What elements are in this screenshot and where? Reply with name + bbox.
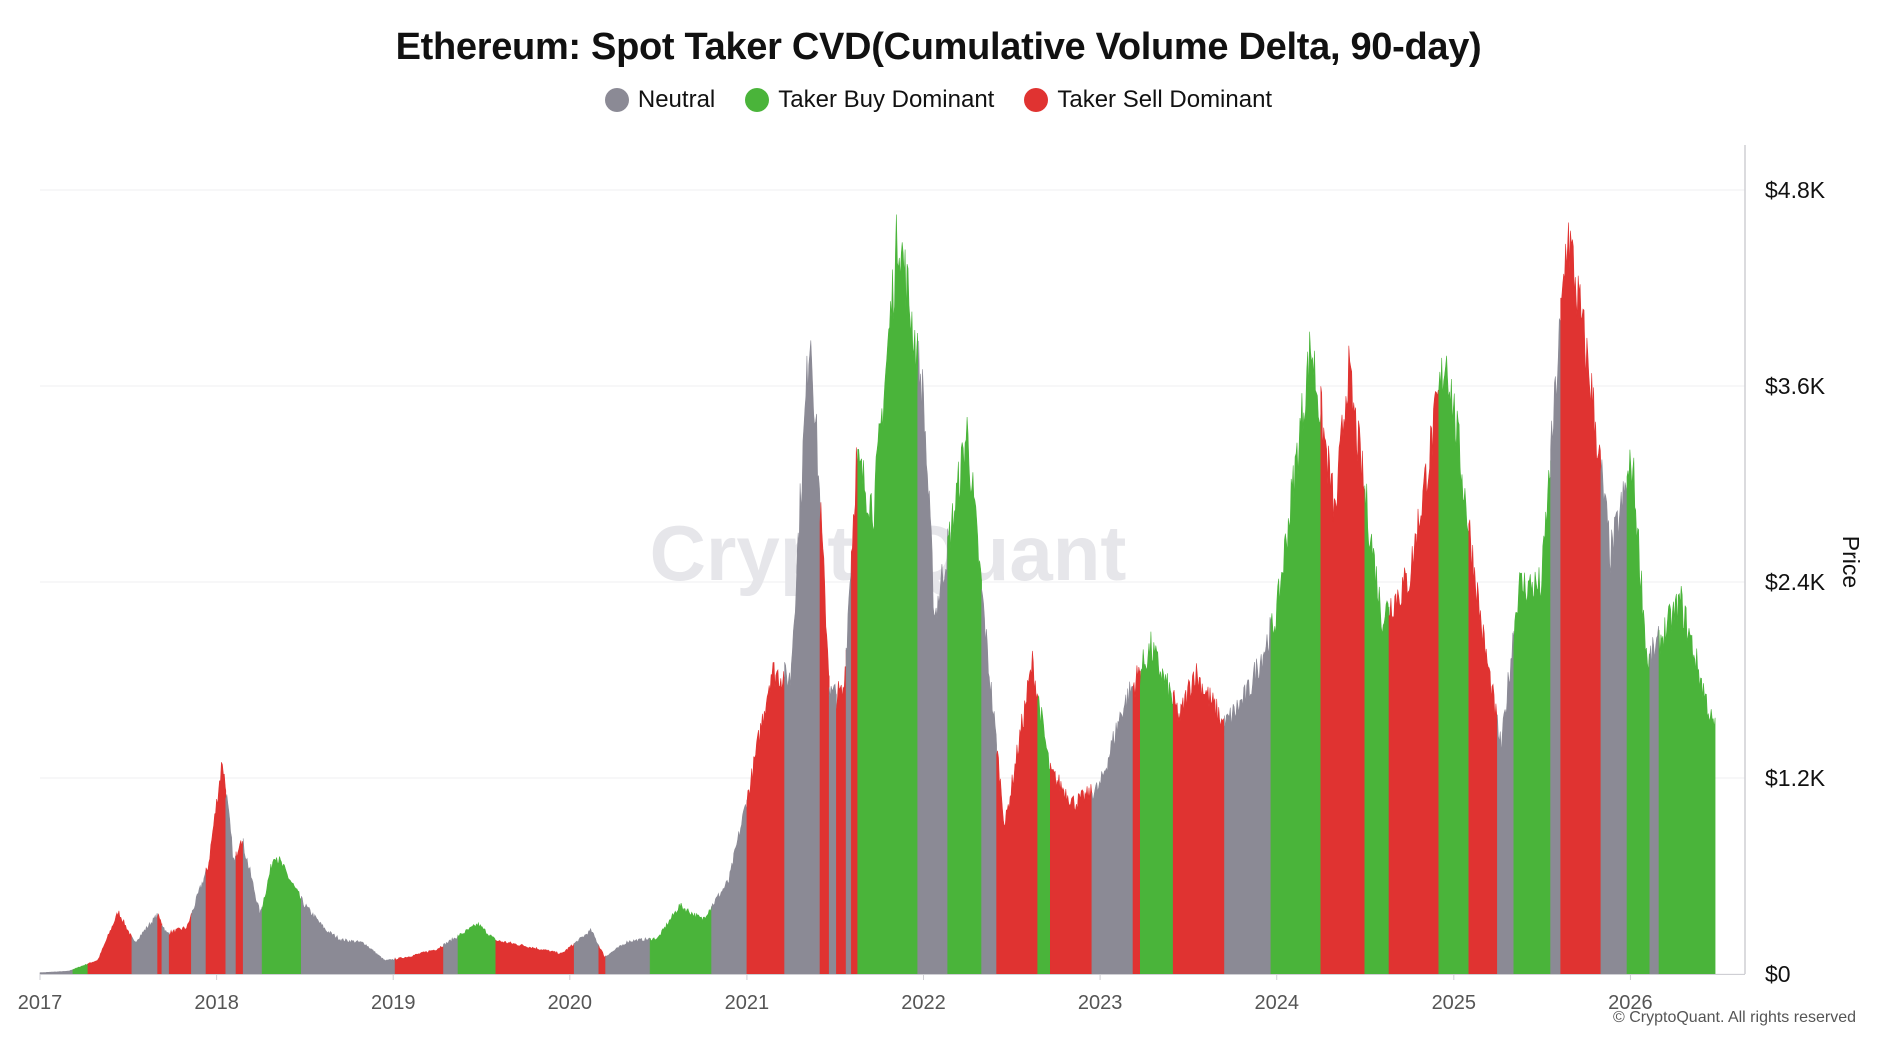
legend-dot-neutral [604, 88, 629, 112]
regime-segment-sell-8 [205, 762, 227, 975]
x-tick-label: 2025 [1432, 992, 1477, 1014]
regime-segment-sell-6 [168, 913, 192, 975]
y-tick-label: $2.4K [1765, 569, 1826, 595]
y-tick-label: $4.8K [1765, 177, 1826, 203]
regime-segment-neutral-13 [301, 896, 396, 975]
area-layer [39, 214, 1716, 975]
regime-segment-sell-51 [1560, 222, 1602, 975]
regime-segment-buy-30 [857, 214, 918, 975]
x-tick-label: 2026 [1608, 992, 1653, 1014]
regime-segment-sell-17 [495, 939, 575, 975]
regime-segment-neutral-11 [242, 838, 263, 975]
regime-segment-neutral-5 [161, 925, 170, 975]
axis-layer: $0 $1.2K $2.4K $3.6K $4.8K Price 2017 2018 2019 2… [18, 145, 1864, 1014]
legend-item-neutral[interactable]: Neutral [604, 86, 716, 114]
regime-segment-sell-40 [1172, 663, 1225, 975]
chart-title: Ethereum: Spot Taker CVD(Cumulative Volu… [395, 26, 1482, 68]
regime-segment-buy-16 [457, 921, 497, 975]
regime-segment-sell-47 [1468, 519, 1498, 975]
regime-segment-buy-44 [1364, 483, 1390, 975]
regime-segment-sell-43 [1320, 345, 1366, 975]
regime-segment-buy-32 [947, 416, 982, 975]
legend-label-sell: Taker Sell Dominant [1057, 86, 1273, 113]
x-tick-label: 2021 [725, 992, 770, 1014]
regime-segment-neutral-50 [1550, 317, 1561, 975]
regime-segment-buy-49 [1513, 460, 1551, 975]
regime-segment-neutral-20 [605, 937, 651, 975]
regime-segment-neutral-22 [711, 799, 748, 975]
regime-segment-neutral-37 [1091, 681, 1134, 975]
legend: Neutral Taker Buy Dominant Taker Sell Do… [0, 86, 1877, 114]
x-tick-label: 2022 [901, 992, 946, 1014]
regime-segment-buy-21 [649, 903, 712, 975]
regime-segment-sell-38 [1132, 665, 1141, 975]
regime-segment-sell-14 [394, 945, 444, 975]
regime-segment-sell-2 [87, 910, 133, 975]
regime-segment-buy-1 [72, 963, 89, 975]
regime-segment-sell-4 [157, 913, 163, 975]
legend-dot-buy [745, 88, 770, 112]
x-tick-label: 2023 [1078, 992, 1123, 1014]
legend-label-neutral: Neutral [637, 86, 716, 113]
regime-segment-neutral-52 [1600, 459, 1628, 975]
regime-segment-sell-34 [996, 650, 1038, 975]
regime-segment-buy-53 [1626, 449, 1651, 975]
x-tick-label: 2024 [1254, 992, 1299, 1014]
regime-segment-buy-55 [1658, 585, 1716, 975]
regime-segment-neutral-28 [845, 551, 852, 975]
regime-segment-buy-46 [1438, 355, 1470, 975]
regime-segment-sell-27 [836, 649, 847, 975]
regime-segment-neutral-33 [981, 589, 997, 975]
regime-segment-sell-25 [819, 502, 830, 975]
y-tick-label: $3.6K [1765, 373, 1826, 399]
regime-segment-neutral-3 [131, 913, 158, 975]
y-tick-label: $0 [1765, 961, 1791, 987]
x-tick-label: 2020 [548, 992, 593, 1014]
regime-segment-buy-42 [1270, 331, 1322, 975]
regime-segment-neutral-24 [784, 340, 821, 975]
regime-segment-buy-35 [1037, 695, 1051, 975]
regime-segment-neutral-7 [191, 869, 207, 975]
legend-item-sell[interactable]: Taker Sell Dominant [1024, 86, 1272, 114]
regime-segment-sell-36 [1050, 762, 1093, 975]
y-axis-label: Price [1838, 536, 1864, 588]
regime-segment-neutral-31 [917, 340, 948, 975]
regime-segment-neutral-54 [1649, 625, 1660, 975]
regime-segment-neutral-9 [225, 794, 237, 975]
regime-segment-sell-19 [598, 945, 606, 975]
legend-dot-sell [1024, 88, 1049, 112]
x-tick-label: 2019 [371, 992, 416, 1014]
copyright-notice: © CryptoQuant. All rights reserved [1613, 1009, 1856, 1026]
regime-segment-neutral-48 [1497, 631, 1515, 975]
regime-segment-neutral-18 [573, 927, 600, 975]
regime-segment-neutral-26 [828, 683, 837, 975]
x-tick-label: 2018 [194, 992, 239, 1014]
regime-segment-sell-10 [235, 840, 244, 975]
regime-segment-neutral-0 [39, 969, 74, 975]
regime-segment-buy-39 [1140, 631, 1174, 975]
regime-segment-neutral-41 [1224, 617, 1272, 975]
regime-segment-buy-12 [261, 856, 302, 975]
x-tick-label: 2017 [18, 992, 63, 1014]
regime-segment-sell-23 [746, 662, 785, 975]
regime-segment-neutral-15 [443, 935, 459, 975]
regime-segment-sell-45 [1388, 389, 1440, 975]
legend-label-buy: Taker Buy Dominant [778, 86, 995, 113]
legend-item-buy[interactable]: Taker Buy Dominant [745, 86, 994, 114]
y-tick-label: $1.2K [1765, 765, 1826, 791]
